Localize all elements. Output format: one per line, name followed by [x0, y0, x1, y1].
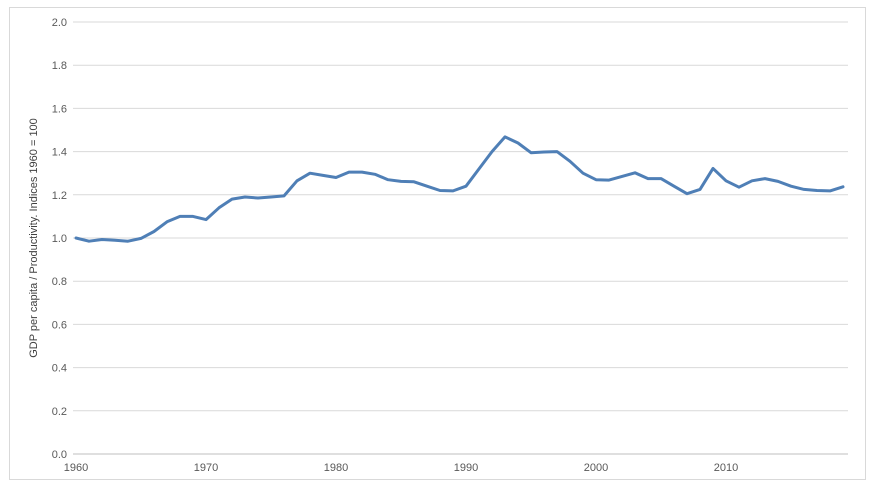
- x-tick-label: 1980: [324, 462, 348, 474]
- y-tick-label: 1.6: [52, 103, 67, 115]
- x-axis-ticks: 1960 1970 1980 1990 2000 2010: [64, 462, 738, 474]
- series-group: [74, 135, 845, 243]
- y-tick-label: 0.6: [52, 319, 67, 331]
- x-tick-label: 2010: [714, 462, 738, 474]
- x-tick-label: 1990: [454, 462, 478, 474]
- x-tick-label: 2000: [584, 462, 608, 474]
- y-axis-ticks: 0.0 0.2 0.4 0.6 0.8 1.0 1.2 1.4 1.6 1.8 2.0: [52, 17, 67, 461]
- y-tick-label: 0.2: [52, 406, 67, 418]
- series-line-0: [74, 135, 845, 243]
- y-tick-label: 1.0: [52, 233, 67, 245]
- y-axis-title: GDP per capita / Productivity. Indices 1…: [28, 118, 40, 358]
- y-tick-label: 0.4: [52, 363, 67, 375]
- x-tick-label: 1960: [64, 462, 88, 474]
- y-tick-label: 1.2: [52, 190, 67, 202]
- y-tick-label: 0.8: [52, 276, 67, 288]
- chart-frame: [9, 7, 866, 480]
- gridlines: [73, 21, 848, 455]
- y-tick-label: 1.8: [52, 60, 67, 72]
- x-tick-label: 1970: [194, 462, 218, 474]
- y-tick-label: 1.4: [52, 147, 67, 159]
- y-tick-label: 2.0: [52, 17, 67, 29]
- y-tick-label: 0.0: [52, 449, 67, 461]
